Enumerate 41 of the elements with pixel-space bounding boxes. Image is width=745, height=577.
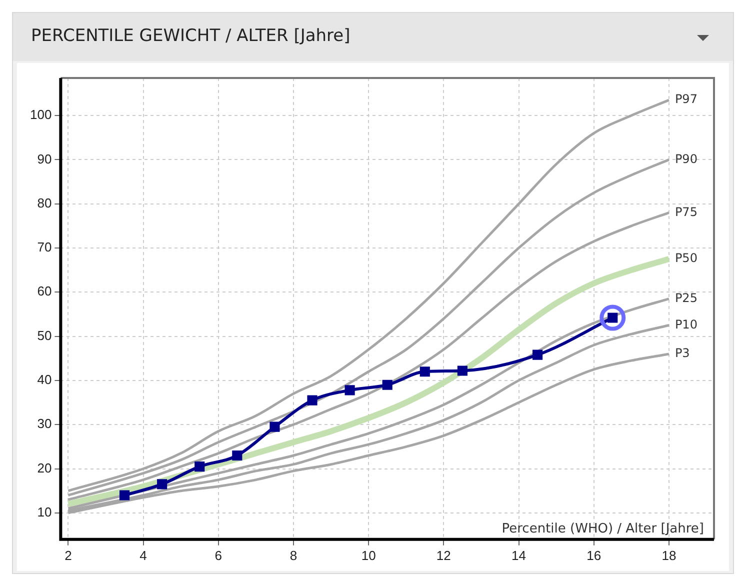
- series-label: P50: [674, 251, 698, 266]
- point: [119, 490, 130, 500]
- series-label: P10: [674, 317, 698, 332]
- y-tick-label: 20: [37, 460, 52, 476]
- y-tick-label: 30: [37, 416, 52, 432]
- point: [382, 380, 392, 390]
- line-series: [66, 98, 670, 492]
- point: [307, 395, 318, 406]
- y-tick-label: 60: [37, 284, 52, 299]
- x-tick-label: 16: [586, 548, 602, 563]
- x-tick-label: 12: [436, 548, 451, 563]
- chart-title: PERCENTILE GEWICHT / ALTER [Jahre]: [31, 26, 350, 46]
- point: [344, 385, 355, 396]
- y-tick-label: 50: [37, 328, 52, 343]
- x-tick-label: 10: [361, 548, 376, 563]
- y-tick-label: 90: [37, 151, 52, 166]
- point: [270, 422, 280, 432]
- y-tick-label: 100: [30, 107, 52, 122]
- series-label: P97: [674, 92, 698, 106]
- x-tick-label: 2: [64, 548, 72, 563]
- point: [194, 462, 205, 472]
- x-tick-label: 6: [214, 548, 222, 563]
- point: [532, 350, 543, 360]
- y-tick-label: 40: [37, 372, 52, 388]
- point: [157, 479, 168, 490]
- point: [420, 366, 430, 377]
- point: [232, 450, 242, 461]
- series-label: P3: [674, 346, 690, 360]
- series-label: P75: [674, 204, 698, 219]
- x-tick-label: 8: [290, 548, 298, 563]
- x-axis-title: Percentile (WHO) / Alter [Jahre]: [502, 521, 704, 536]
- series-label: P90: [674, 152, 698, 166]
- point: [457, 366, 468, 376]
- x-tick-label: 4: [140, 548, 147, 563]
- y-tick-label: 70: [37, 240, 52, 255]
- y-tick-label: 10: [37, 504, 52, 520]
- x-tick-label: 18: [662, 548, 676, 563]
- y-tick-label: 80: [37, 195, 52, 210]
- x-tick-label: 14: [512, 548, 526, 563]
- series-label: P25: [674, 290, 698, 305]
- point: [600, 304, 626, 331]
